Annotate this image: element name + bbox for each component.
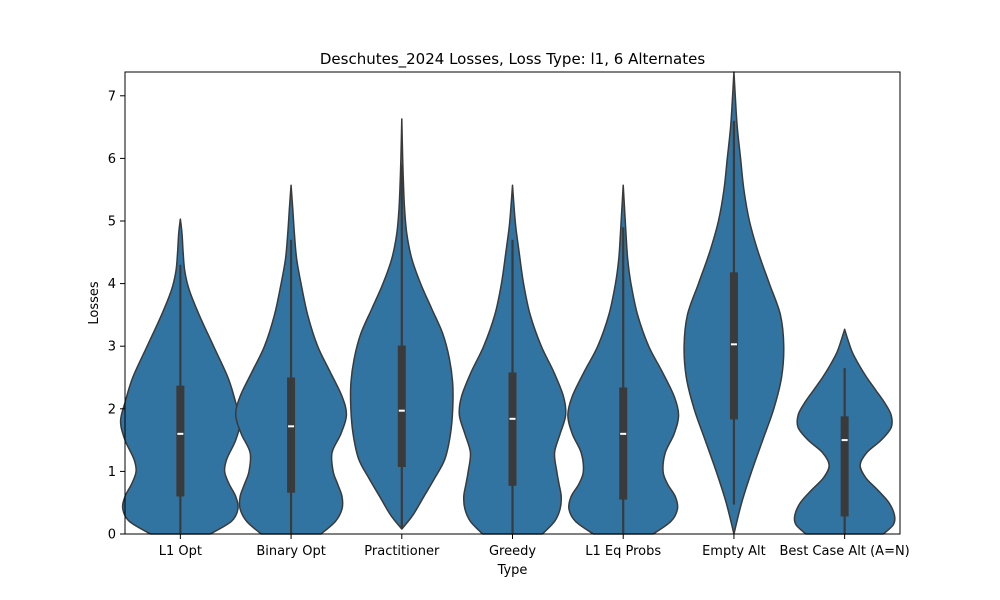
y-tick-label: 3 <box>108 340 116 355</box>
x-tick-label: L1 Eq Probs <box>585 544 661 559</box>
x-tick-label: Empty Alt <box>702 544 766 559</box>
violin-iqr-box <box>397 345 406 468</box>
violin-group <box>119 218 241 535</box>
violin-group <box>793 328 896 535</box>
violin-iqr-box <box>176 385 185 497</box>
violin-iqr-box <box>287 377 296 493</box>
y-tick-label: 2 <box>108 402 116 417</box>
violin-group <box>349 118 454 530</box>
x-tick-label: Best Case Alt (A=N) <box>780 544 910 559</box>
y-tick-label: 1 <box>108 465 116 480</box>
y-axis-label: Losses <box>87 281 102 325</box>
violin-group <box>458 184 567 535</box>
y-tick-label: 7 <box>108 89 116 104</box>
violin-iqr-box <box>840 416 849 517</box>
violin-group <box>234 184 348 535</box>
y-axis: 0 1 2 3 4 5 6 7 <box>108 89 125 543</box>
x-tick-label: L1 Opt <box>159 544 202 559</box>
y-tick-label: 5 <box>108 214 116 229</box>
violin-group <box>567 184 680 535</box>
x-tick-label: Greedy <box>489 544 536 559</box>
violins-layer <box>119 71 896 535</box>
y-tick-label: 6 <box>108 152 116 167</box>
x-axis: L1 Opt Binary Opt Practitioner Greedy L1 Eq … <box>159 534 910 559</box>
y-tick-label: 0 <box>108 528 116 543</box>
chart-title: Deschutes_2024 Losses, Loss Type: l1, 6 … <box>320 50 705 69</box>
x-axis-label: Type <box>497 563 528 578</box>
y-tick-label: 4 <box>108 277 116 292</box>
violin-iqr-box <box>508 372 517 486</box>
x-tick-label: Binary Opt <box>256 544 326 559</box>
x-tick-label: Practitioner <box>364 544 440 559</box>
violin-iqr-box <box>619 387 628 500</box>
violin-iqr-box <box>729 272 738 420</box>
